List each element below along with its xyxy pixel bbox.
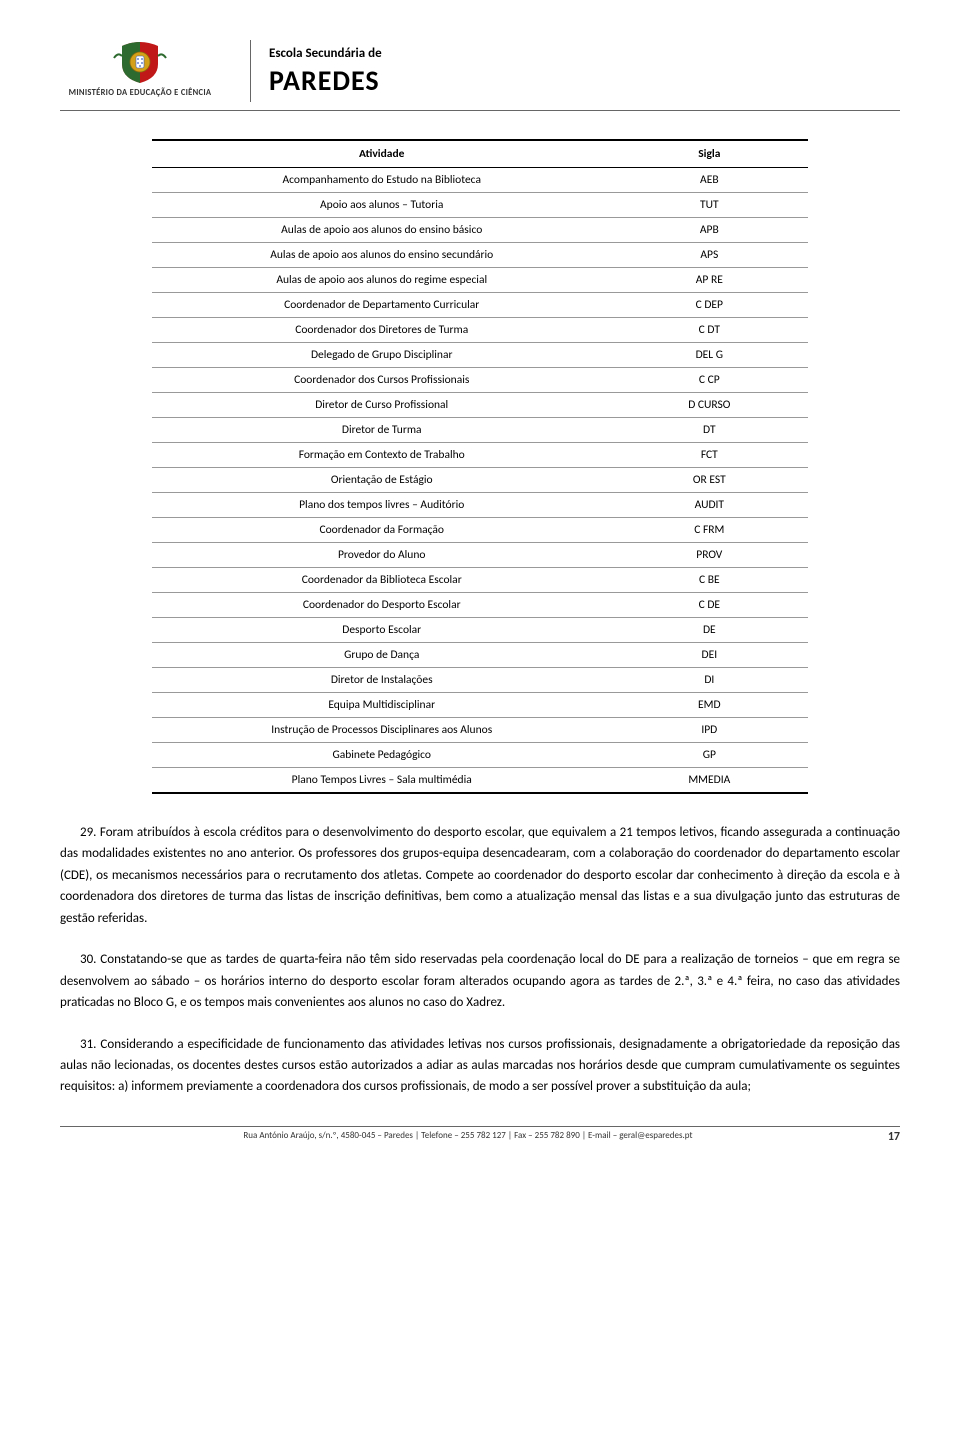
table-row: Diretor de Curso ProfissionalD CURSO: [152, 393, 807, 418]
page-header: MINISTÉRIO DA EDUCAÇÃO E CIÊNCIA Escola …: [60, 40, 900, 111]
table-row: Plano dos tempos livres – AuditórioAUDIT: [152, 493, 807, 518]
table-header-row: Atividade Sigla: [152, 140, 807, 168]
col-header-activity: Atividade: [152, 140, 611, 168]
cell-activity: Coordenador dos Diretores de Turma: [152, 318, 611, 343]
table-row: Provedor do AlunoPROV: [152, 543, 807, 568]
cell-activity: Provedor do Aluno: [152, 543, 611, 568]
table-body: Acompanhamento do Estudo na BibliotecaAE…: [152, 168, 807, 794]
cell-activity: Formação em Contexto de Trabalho: [152, 443, 611, 468]
page-footer: Rua António Araújo, s/n.º, 4580-045 – Pa…: [60, 1127, 900, 1144]
table-row: Diretor de TurmaDT: [152, 418, 807, 443]
cell-activity: Orientação de Estágio: [152, 468, 611, 493]
cell-activity: Delegado de Grupo Disciplinar: [152, 343, 611, 368]
table-row: Equipa MultidisciplinarEMD: [152, 693, 807, 718]
cell-activity: Diretor de Curso Profissional: [152, 393, 611, 418]
cell-sigla: AEB: [611, 168, 808, 193]
table-row: Aulas de apoio aos alunos do regime espe…: [152, 268, 807, 293]
cell-sigla: OR EST: [611, 468, 808, 493]
paragraph-29-text: 29. Foram atribuídos à escola créditos p…: [60, 825, 900, 926]
cell-sigla: DEL G: [611, 343, 808, 368]
ministry-label: MINISTÉRIO DA EDUCAÇÃO E CIÊNCIA: [69, 88, 212, 98]
cell-sigla: IPD: [611, 718, 808, 743]
cell-activity: Equipa Multidisciplinar: [152, 693, 611, 718]
table-row: Grupo de DançaDEI: [152, 643, 807, 668]
crest-icon: [112, 40, 168, 84]
cell-sigla: APS: [611, 243, 808, 268]
table-row: Gabinete PedagógicoGP: [152, 743, 807, 768]
cell-sigla: TUT: [611, 193, 808, 218]
paragraph-29: 29. Foram atribuídos à escola créditos p…: [60, 822, 900, 929]
cell-activity: Plano dos tempos livres – Auditório: [152, 493, 611, 518]
cell-activity: Acompanhamento do Estudo na Biblioteca: [152, 168, 611, 193]
table-row: Apoio aos alunos – TutoriaTUT: [152, 193, 807, 218]
table-row: Coordenador do Desporto EscolarC DE: [152, 593, 807, 618]
activities-table: Atividade Sigla Acompanhamento do Estudo…: [152, 139, 807, 794]
cell-sigla: D CURSO: [611, 393, 808, 418]
table-row: Delegado de Grupo DisciplinarDEL G: [152, 343, 807, 368]
cell-activity: Plano Tempos Livres – Sala multimédia: [152, 768, 611, 794]
paragraph-30-text: 30. Constatando-se que as tardes de quar…: [60, 952, 900, 1010]
cell-activity: Grupo de Dança: [152, 643, 611, 668]
cell-sigla: C BE: [611, 568, 808, 593]
col-header-sigla: Sigla: [611, 140, 808, 168]
table-row: Coordenador dos Diretores de TurmaC DT: [152, 318, 807, 343]
cell-activity: Coordenador dos Cursos Profissionais: [152, 368, 611, 393]
cell-activity: Diretor de Instalações: [152, 668, 611, 693]
cell-sigla: C DT: [611, 318, 808, 343]
cell-activity: Aulas de apoio aos alunos do regime espe…: [152, 268, 611, 293]
cell-activity: Diretor de Turma: [152, 418, 611, 443]
table-row: Coordenador dos Cursos ProfissionaisC CP: [152, 368, 807, 393]
cell-sigla: C DE: [611, 593, 808, 618]
cell-sigla: C CP: [611, 368, 808, 393]
cell-sigla: DT: [611, 418, 808, 443]
cell-activity: Coordenador da Formação: [152, 518, 611, 543]
table-row: Formação em Contexto de TrabalhoFCT: [152, 443, 807, 468]
table-row: Aulas de apoio aos alunos do ensino secu…: [152, 243, 807, 268]
cell-sigla: C FRM: [611, 518, 808, 543]
paragraph-31-text: 31. Considerando a especificidade de fun…: [60, 1037, 900, 1095]
school-subtitle: Escola Secundária de: [269, 46, 382, 61]
table-row: Instrução de Processos Disciplinares aos…: [152, 718, 807, 743]
table-row: Coordenador da Biblioteca EscolarC BE: [152, 568, 807, 593]
cell-sigla: MMEDIA: [611, 768, 808, 794]
cell-sigla: C DEP: [611, 293, 808, 318]
page: MINISTÉRIO DA EDUCAÇÃO E CIÊNCIA Escola …: [0, 0, 960, 1174]
logo-block: MINISTÉRIO DA EDUCAÇÃO E CIÊNCIA: [60, 40, 220, 98]
cell-sigla: GP: [611, 743, 808, 768]
table-row: Desporto EscolarDE: [152, 618, 807, 643]
cell-sigla: DEI: [611, 643, 808, 668]
cell-sigla: AP RE: [611, 268, 808, 293]
table-row: Acompanhamento do Estudo na BibliotecaAE…: [152, 168, 807, 193]
cell-activity: Coordenador de Departamento Curricular: [152, 293, 611, 318]
cell-sigla: DI: [611, 668, 808, 693]
paragraph-30: 30. Constatando-se que as tardes de quar…: [60, 949, 900, 1013]
cell-sigla: FCT: [611, 443, 808, 468]
cell-sigla: EMD: [611, 693, 808, 718]
cell-sigla: AUDIT: [611, 493, 808, 518]
cell-activity: Gabinete Pedagógico: [152, 743, 611, 768]
school-title-block: Escola Secundária de PAREDES: [250, 40, 382, 102]
school-name: PAREDES: [269, 63, 382, 98]
cell-activity: Coordenador da Biblioteca Escolar: [152, 568, 611, 593]
cell-activity: Instrução de Processos Disciplinares aos…: [152, 718, 611, 743]
cell-sigla: DE: [611, 618, 808, 643]
cell-activity: Aulas de apoio aos alunos do ensino bási…: [152, 218, 611, 243]
table-row: Plano Tempos Livres – Sala multimédiaMME…: [152, 768, 807, 794]
cell-sigla: APB: [611, 218, 808, 243]
table-row: Diretor de InstalaçõesDI: [152, 668, 807, 693]
footer-address: Rua António Araújo, s/n.º, 4580-045 – Pa…: [60, 1130, 876, 1141]
paragraph-31: 31. Considerando a especificidade de fun…: [60, 1034, 900, 1098]
cell-activity: Apoio aos alunos – Tutoria: [152, 193, 611, 218]
table-row: Coordenador de Departamento CurricularC …: [152, 293, 807, 318]
cell-activity: Desporto Escolar: [152, 618, 611, 643]
table-row: Orientação de EstágioOR EST: [152, 468, 807, 493]
cell-activity: Coordenador do Desporto Escolar: [152, 593, 611, 618]
table-row: Coordenador da FormaçãoC FRM: [152, 518, 807, 543]
page-number: 17: [876, 1130, 900, 1144]
table-row: Aulas de apoio aos alunos do ensino bási…: [152, 218, 807, 243]
cell-activity: Aulas de apoio aos alunos do ensino secu…: [152, 243, 611, 268]
cell-sigla: PROV: [611, 543, 808, 568]
